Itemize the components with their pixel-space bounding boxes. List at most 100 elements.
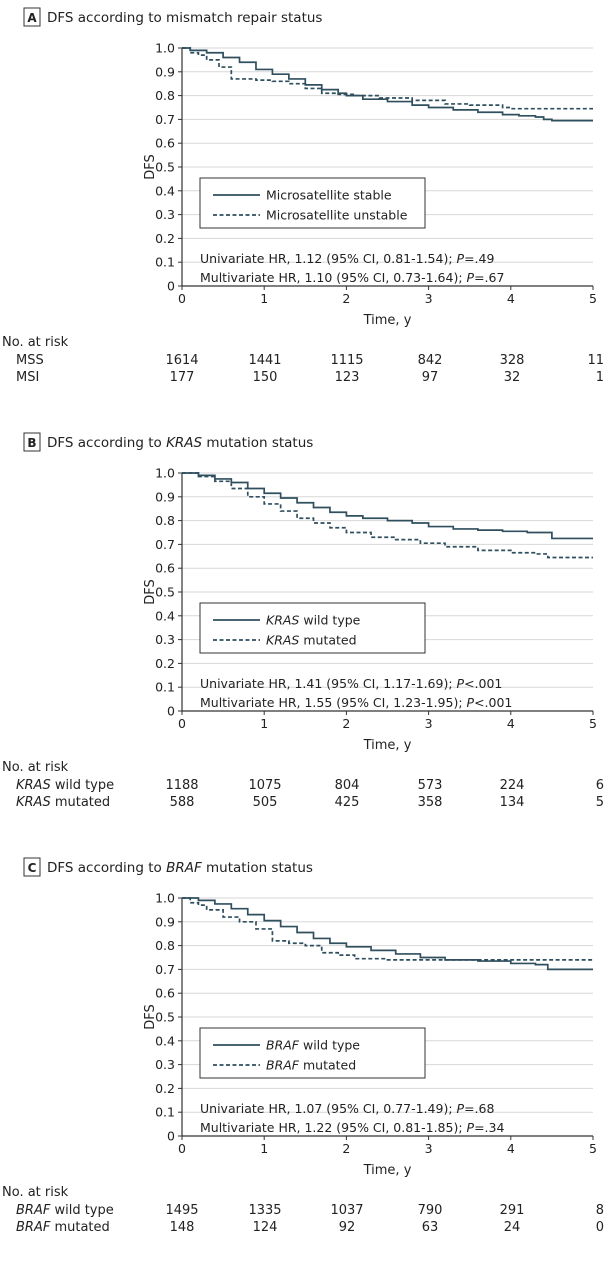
risk-value: 505 — [253, 795, 278, 810]
legend-label: KRAS mutated — [266, 633, 357, 648]
y-tick-label: 0.7 — [155, 112, 175, 127]
risk-value: 6 — [596, 778, 604, 793]
risk-row-label: KRAS wild type — [16, 778, 114, 793]
x-tick-label: 4 — [507, 1141, 515, 1156]
x-tick-label: 4 — [507, 291, 515, 306]
stats-line: Univariate HR, 1.12 (95% CI, 0.81-1.54);… — [200, 251, 494, 266]
y-axis-label: DFS — [143, 579, 158, 605]
series-line-0 — [182, 47, 593, 122]
panel-letter: A — [27, 11, 37, 25]
risk-table-header: No. at risk — [2, 760, 69, 775]
risk-value: 790 — [418, 1203, 443, 1218]
x-tick-label: 0 — [178, 716, 186, 731]
y-tick-label: 0.8 — [155, 938, 175, 953]
x-axis-label: Time, y — [363, 738, 412, 753]
panel-title: DFS according to KRAS mutation status — [47, 435, 313, 451]
risk-value: 573 — [418, 778, 443, 793]
risk-value: 425 — [335, 795, 360, 810]
panel-c: C DFS according to BRAF mutation status00… — [2, 857, 604, 1235]
panel-a: A DFS according to mismatch repair status… — [2, 7, 604, 385]
legend-label: BRAF wild type — [266, 1038, 360, 1053]
risk-value: 588 — [170, 795, 195, 810]
risk-value: 1188 — [165, 778, 198, 793]
risk-value: 328 — [500, 353, 525, 368]
risk-value: 1335 — [248, 1203, 281, 1218]
panel-letter: C — [28, 861, 37, 875]
y-tick-label: 1.0 — [155, 891, 175, 906]
legend-box — [199, 177, 426, 229]
y-tick-label: 0 — [167, 279, 175, 294]
x-tick-label: 5 — [589, 716, 597, 731]
risk-value: 358 — [418, 795, 443, 810]
risk-value: 8 — [596, 1203, 604, 1218]
risk-value: 148 — [170, 1220, 195, 1235]
risk-value: 0 — [596, 1220, 604, 1235]
risk-value: 291 — [500, 1203, 525, 1218]
legend-label: KRAS wild type — [266, 613, 361, 628]
y-tick-label: 0 — [167, 1129, 175, 1144]
series-line-1 — [182, 47, 593, 110]
stats-line: Multivariate HR, 1.55 (95% CI, 1.23-1.95… — [200, 695, 512, 710]
y-tick-label: 0.1 — [155, 680, 175, 695]
y-axis-label: DFS — [143, 1004, 158, 1030]
x-axis-label: Time, y — [363, 313, 412, 328]
risk-table-header: No. at risk — [2, 1185, 69, 1200]
risk-value: 1441 — [248, 353, 281, 368]
y-tick-label: 0.2 — [155, 656, 175, 671]
y-tick-label: 0.9 — [155, 64, 175, 79]
panel-letter-box — [23, 7, 41, 27]
y-tick-label: 0.3 — [155, 207, 175, 222]
panel-title: DFS according to BRAF mutation status — [47, 860, 313, 876]
risk-value: 224 — [500, 778, 525, 793]
y-tick-label: 0.5 — [155, 1010, 175, 1025]
risk-row-label: KRAS mutated — [16, 795, 110, 810]
y-tick-label: 0.2 — [155, 1081, 175, 1096]
y-tick-label: 0.1 — [155, 255, 175, 270]
x-tick-label: 0 — [178, 291, 186, 306]
x-tick-label: 2 — [342, 1141, 350, 1156]
y-axis-label: DFS — [143, 154, 158, 180]
risk-value: 1115 — [330, 353, 363, 368]
risk-value: 1 — [596, 370, 604, 385]
series-line-0 — [182, 897, 593, 971]
y-tick-label: 0.5 — [155, 585, 175, 600]
series-line-1 — [182, 472, 593, 559]
risk-value: 177 — [170, 370, 195, 385]
legend-label: Microsatellite stable — [266, 188, 392, 203]
x-tick-label: 1 — [260, 291, 268, 306]
y-tick-label: 0.8 — [155, 88, 175, 103]
legend-label: Microsatellite unstable — [266, 208, 408, 223]
risk-value: 842 — [418, 353, 443, 368]
panel-b: B DFS according to KRAS mutation status 0 0… — [2, 432, 604, 810]
panel-letter: B — [27, 436, 36, 450]
y-tick-label: 0.4 — [155, 1033, 175, 1048]
x-tick-label: 2 — [342, 716, 350, 731]
risk-value: 1075 — [248, 778, 281, 793]
y-tick-label: 0.4 — [155, 608, 175, 623]
y-tick-label: 0.3 — [155, 1057, 175, 1072]
risk-value: 150 — [253, 370, 278, 385]
panel-letter-box — [23, 432, 41, 452]
x-tick-label: 4 — [507, 716, 515, 731]
risk-table-header: No. at risk — [2, 335, 69, 350]
y-tick-label: 0.6 — [155, 986, 175, 1001]
legend-box — [199, 1027, 426, 1079]
panel-title: DFS according to mismatch repair status — [47, 10, 322, 26]
risk-value: 124 — [253, 1220, 278, 1235]
x-tick-label: 1 — [260, 716, 268, 731]
x-tick-label: 0 — [178, 1141, 186, 1156]
risk-value: 123 — [335, 370, 360, 385]
y-tick-label: 0.6 — [155, 136, 175, 151]
risk-value: 134 — [500, 795, 525, 810]
series-line-1 — [182, 897, 593, 961]
y-tick-label: 0.6 — [155, 561, 175, 576]
y-tick-label: 1.0 — [155, 466, 175, 481]
y-tick-label: 0.1 — [155, 1105, 175, 1120]
x-tick-label: 3 — [425, 1141, 433, 1156]
risk-value: 92 — [339, 1220, 356, 1235]
risk-value: 97 — [422, 370, 439, 385]
y-tick-label: 1.0 — [155, 41, 175, 56]
risk-value: 63 — [422, 1220, 439, 1235]
y-tick-label: 0.8 — [155, 513, 175, 528]
